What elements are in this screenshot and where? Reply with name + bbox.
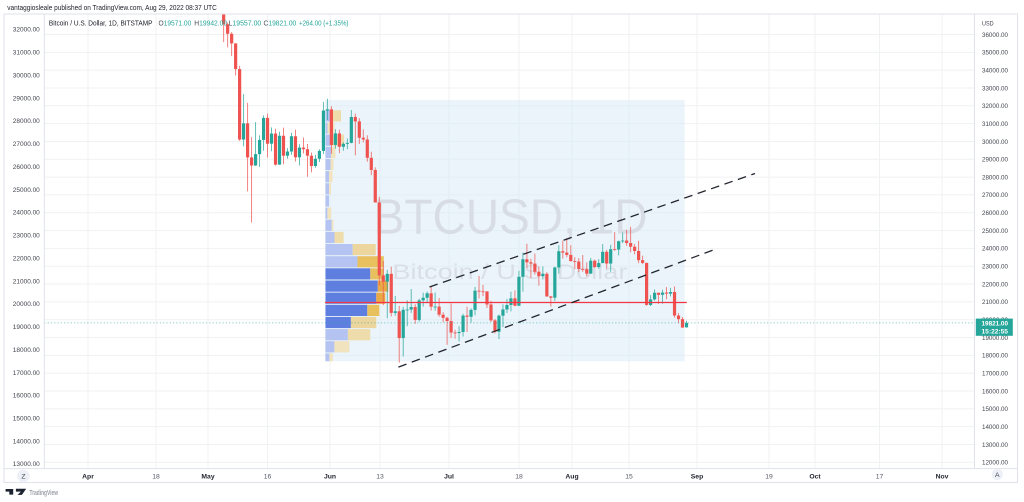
svg-text:BTCUSD, 1D: BTCUSD, 1D [374, 190, 648, 244]
svg-text:Nov: Nov [936, 473, 949, 480]
svg-text:Bitcoin / U.S. Dollar, 1D, BIT: Bitcoin / U.S. Dollar, 1D, BITSTAMP [49, 20, 153, 27]
svg-text:32000.00: 32000.00 [13, 27, 40, 34]
svg-text:17000.00: 17000.00 [13, 370, 40, 377]
svg-text:15000.00: 15000.00 [13, 416, 40, 423]
svg-text:Z: Z [21, 474, 25, 481]
svg-text:Aug: Aug [565, 473, 578, 480]
svg-text:vantaggiosleale published on T: vantaggiosleale published on TradingView… [7, 5, 217, 12]
svg-text:16: 16 [264, 473, 272, 480]
svg-text:Bitcoin / U.S. Dollar: Bitcoin / U.S. Dollar [392, 261, 627, 284]
svg-text:C19821.00: C19821.00 [264, 20, 297, 27]
svg-text:33000.00: 33000.00 [982, 85, 1008, 92]
svg-text:18000.00: 18000.00 [13, 347, 40, 354]
svg-text:May: May [201, 473, 214, 480]
svg-text:13000.00: 13000.00 [13, 461, 40, 468]
svg-text:23000.00: 23000.00 [13, 233, 40, 240]
svg-text:16000.00: 16000.00 [13, 393, 40, 400]
svg-text:13000.00: 13000.00 [982, 442, 1008, 449]
svg-text:13: 13 [376, 473, 384, 480]
svg-text:24000.00: 24000.00 [13, 210, 40, 217]
svg-text:32000.00: 32000.00 [982, 103, 1008, 110]
svg-text:17000.00: 17000.00 [982, 371, 1008, 378]
svg-text:USD: USD [982, 20, 994, 27]
svg-text:24000.00: 24000.00 [982, 246, 1008, 253]
svg-text:30000.00: 30000.00 [13, 72, 40, 79]
svg-text:27000.00: 27000.00 [982, 192, 1008, 199]
svg-text:15:22:55: 15:22:55 [982, 328, 1009, 335]
svg-text:18: 18 [152, 473, 160, 480]
svg-text:Jul: Jul [444, 473, 454, 480]
svg-text:12000.00: 12000.00 [982, 460, 1008, 467]
svg-text:22000.00: 22000.00 [982, 281, 1008, 288]
svg-text:15: 15 [625, 473, 633, 480]
svg-text:Sep: Sep [691, 473, 703, 480]
svg-text:A: A [995, 472, 1000, 479]
svg-text:14000.00: 14000.00 [13, 438, 40, 445]
svg-text:21000.00: 21000.00 [13, 278, 40, 285]
svg-text:25000.00: 25000.00 [982, 228, 1008, 235]
svg-text:35000.00: 35000.00 [982, 50, 1008, 57]
svg-text:26000.00: 26000.00 [982, 210, 1008, 217]
svg-text:17: 17 [876, 473, 884, 480]
svg-text:23000.00: 23000.00 [982, 264, 1008, 271]
svg-text:+264.00 (+1.35%): +264.00 (+1.35%) [299, 20, 349, 27]
svg-text:29000.00: 29000.00 [13, 95, 40, 102]
svg-text:TradingView: TradingView [30, 488, 59, 497]
svg-text:15000.00: 15000.00 [982, 406, 1008, 413]
svg-text:28000.00: 28000.00 [982, 174, 1008, 181]
svg-text:Jun: Jun [324, 473, 336, 480]
svg-text:18000.00: 18000.00 [982, 353, 1008, 360]
svg-text:31000.00: 31000.00 [13, 50, 40, 57]
svg-text:34000.00: 34000.00 [982, 68, 1008, 75]
svg-text:26000.00: 26000.00 [13, 164, 40, 171]
svg-text:19: 19 [765, 473, 773, 480]
svg-text:22000.00: 22000.00 [13, 255, 40, 262]
svg-text:Apr: Apr [82, 473, 94, 480]
svg-text:19821.00: 19821.00 [982, 320, 1009, 327]
svg-text:21000.00: 21000.00 [982, 299, 1008, 306]
svg-text:L19557.00: L19557.00 [229, 20, 262, 27]
svg-text:19000.00: 19000.00 [982, 335, 1008, 342]
svg-text:36000.00: 36000.00 [982, 32, 1008, 39]
svg-text:Oct: Oct [809, 473, 821, 480]
svg-text:25000.00: 25000.00 [13, 187, 40, 194]
svg-text:18: 18 [515, 473, 523, 480]
svg-text:O19571.00: O19571.00 [159, 20, 192, 27]
svg-text:30000.00: 30000.00 [982, 139, 1008, 146]
svg-text:28000.00: 28000.00 [13, 118, 40, 125]
svg-text:31000.00: 31000.00 [982, 121, 1008, 128]
svg-text:H19942.00: H19942.00 [194, 20, 227, 27]
svg-text:27000.00: 27000.00 [13, 141, 40, 148]
svg-text:14000.00: 14000.00 [982, 424, 1008, 431]
svg-text:29000.00: 29000.00 [982, 157, 1008, 164]
svg-text:16000.00: 16000.00 [982, 388, 1008, 395]
svg-text:19000.00: 19000.00 [13, 324, 40, 331]
svg-text:20000.00: 20000.00 [13, 301, 40, 308]
